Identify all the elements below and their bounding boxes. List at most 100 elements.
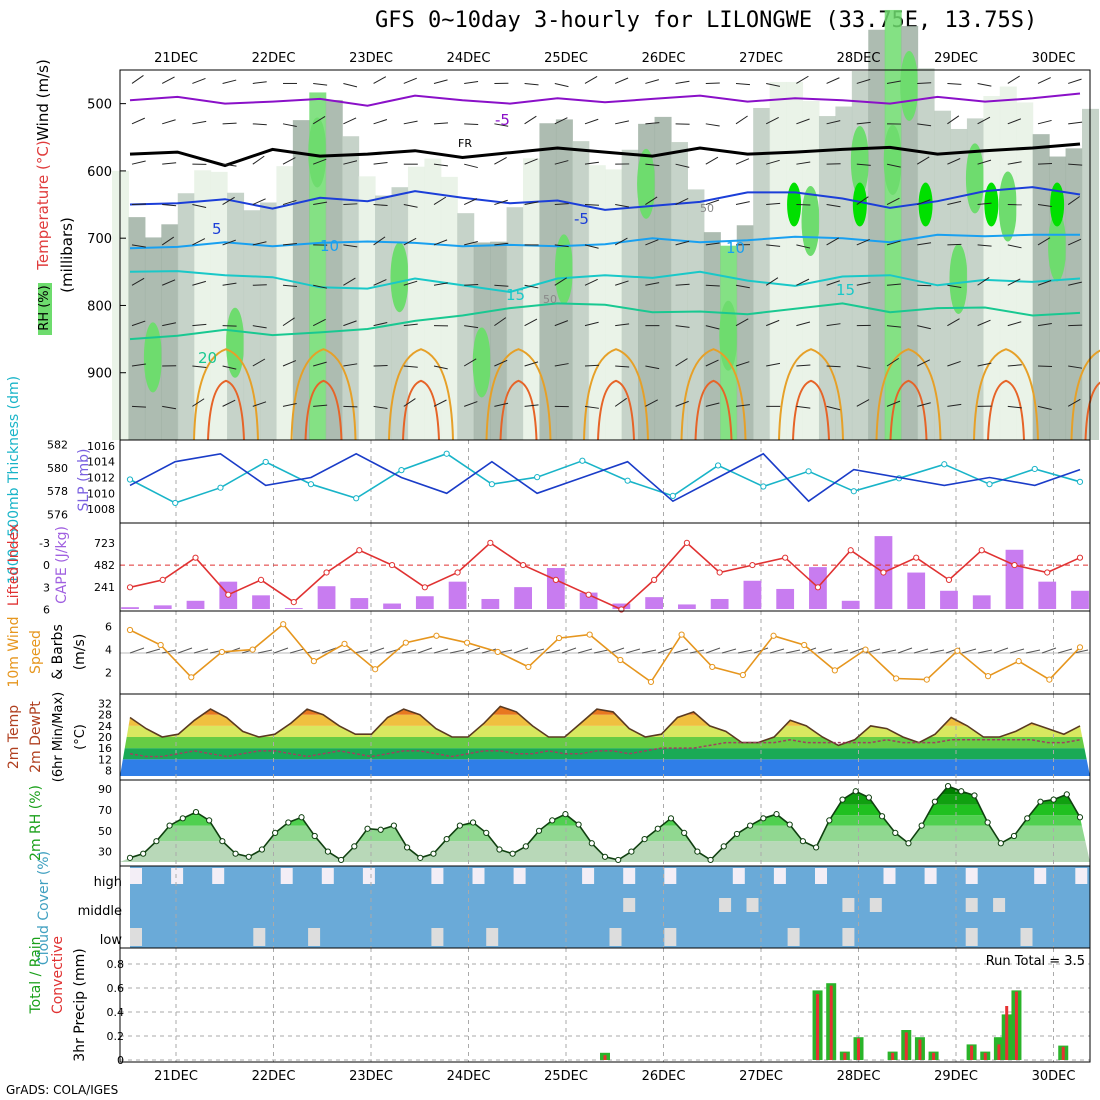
- cloud-gap-high: [623, 868, 636, 884]
- wind-barb: [796, 161, 811, 165]
- isotherm-25-bump: [583, 348, 649, 441]
- rh-shade-column: [884, 9, 902, 440]
- rh-2m-point: [694, 848, 701, 855]
- rh-2m-point: [813, 844, 820, 851]
- precip-conv-bar: [829, 985, 833, 1060]
- slp-tick: 1016: [87, 440, 115, 453]
- isotherm-25-bump: [388, 348, 454, 441]
- wind-barb: [282, 360, 297, 367]
- cape-bar: [1071, 590, 1089, 609]
- wind-barb-10m: [1073, 649, 1089, 654]
- slp-tick: 1008: [87, 503, 115, 516]
- rh-shade-column: [588, 165, 606, 440]
- wind-barb-10m: [289, 648, 305, 654]
- cape-bar: [317, 586, 336, 609]
- wind-barb-10m: [257, 649, 273, 654]
- wind-barb-10m: [433, 648, 449, 654]
- cape-bar: [776, 588, 795, 609]
- wind-barb: [584, 161, 599, 165]
- wind-barb: [796, 244, 811, 249]
- isotherm-25-bump: [680, 348, 747, 441]
- wind-barb: [1007, 244, 1022, 249]
- cape-bar: [678, 604, 696, 609]
- wind-barb: [856, 163, 871, 166]
- wind-speed-point: [770, 632, 777, 639]
- rh-2m-point: [535, 827, 543, 834]
- wind-barb: [765, 277, 779, 286]
- wind-barb: [1007, 118, 1022, 125]
- wind-barb: [403, 365, 418, 368]
- wind-barb-10m: [465, 647, 481, 654]
- wind-barb-10m: [705, 647, 721, 654]
- precip-conv-bar: [1014, 991, 1018, 1060]
- wind-barb: [886, 357, 900, 367]
- wind-barb-10m: [625, 648, 641, 654]
- wind-speed-point: [188, 674, 195, 681]
- cape-bar: [383, 603, 401, 609]
- wind-barb: [584, 364, 600, 367]
- isotherm-10: [129, 233, 1080, 250]
- thickness-point: [126, 476, 134, 483]
- wind-barb: [856, 281, 871, 286]
- wind-barb: [765, 117, 779, 125]
- wind-barb: [645, 399, 658, 407]
- rh-bright-blob: [1050, 182, 1065, 227]
- temp-band: [120, 748, 1090, 760]
- rh-green-blob: [554, 234, 573, 305]
- wind-barb-10m: [161, 649, 177, 654]
- rh-2m-point: [747, 822, 754, 829]
- rh-green-blob: [883, 124, 902, 195]
- wind-barb: [222, 163, 237, 167]
- wind10-label3: & Barbs: [50, 624, 66, 680]
- rh-2m-point: [285, 819, 292, 826]
- wind-barb: [705, 199, 720, 206]
- wind-barb: [584, 76, 598, 84]
- lifted-index-line: [129, 541, 1081, 611]
- cloud-gap-mid: [719, 898, 732, 912]
- rh-shade-column: [1065, 148, 1083, 441]
- wind-barb-10m: [961, 648, 977, 654]
- rh-2m-point: [865, 794, 872, 801]
- precip-conv-bar: [932, 1052, 936, 1060]
- precip-conv-bar: [857, 1038, 860, 1060]
- cape-bar: [645, 597, 664, 609]
- cloud-gap-low: [431, 928, 444, 946]
- isotherm-30-bump: [1084, 381, 1100, 441]
- wind-barb: [615, 365, 630, 368]
- wind-barb-10m: [577, 648, 593, 654]
- lifted-index-point: [814, 584, 822, 591]
- thickness-point: [398, 467, 405, 474]
- wind-barb: [222, 399, 236, 407]
- precip-conv-bar: [1061, 1046, 1065, 1060]
- lifted-index-point: [421, 584, 428, 591]
- cape-bar: [841, 600, 860, 609]
- li-tick: -3: [39, 537, 50, 550]
- wind-speed-point: [372, 666, 379, 673]
- rh-2m-point: [958, 788, 965, 795]
- cloud-gap-low: [130, 928, 142, 946]
- rh-shade-column: [407, 166, 425, 441]
- wind-barb-10m: [849, 647, 865, 654]
- wind-barb-10m: [641, 649, 657, 654]
- wind10-label2: Speed: [28, 630, 44, 674]
- wind-barb: [131, 160, 146, 165]
- rh-2m-point: [562, 811, 569, 818]
- wind-barb: [464, 325, 479, 329]
- x-tick-top: 26DEC: [642, 51, 686, 66]
- cloud-gap-high: [924, 868, 937, 884]
- contour-label: 15: [506, 286, 525, 304]
- lifted-index-point: [683, 539, 690, 546]
- cape-bar: [612, 603, 631, 609]
- x-tick-top: 27DEC: [739, 51, 783, 66]
- rh-2m-point: [786, 821, 793, 828]
- temp-label4: (°C): [73, 724, 88, 750]
- cape-tick: 482: [94, 559, 115, 572]
- wind-barb: [162, 119, 176, 125]
- wind-barb: [977, 277, 990, 286]
- isotherm-30-bump: [499, 379, 538, 441]
- cape-bar: [710, 598, 729, 609]
- wind-barb-10m: [721, 648, 737, 654]
- wind-barb: [494, 199, 508, 206]
- isotherm-25-bump: [290, 348, 357, 441]
- wind-barb: [161, 236, 175, 246]
